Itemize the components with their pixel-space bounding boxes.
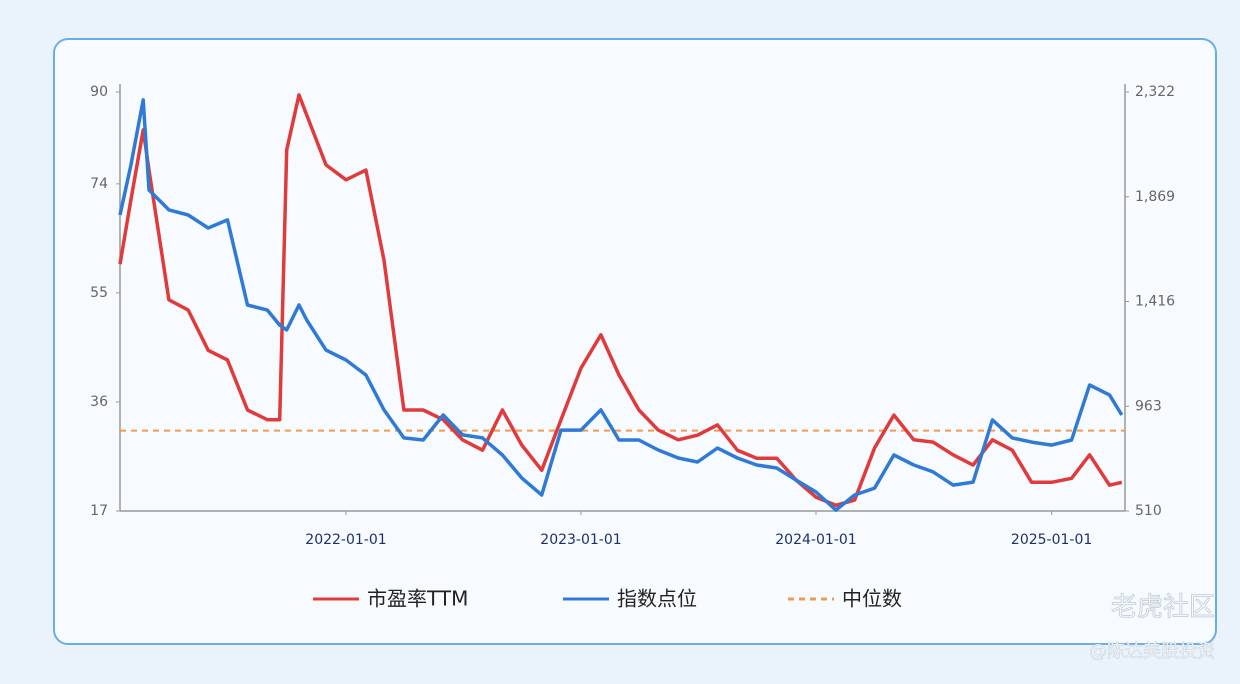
card	[53, 38, 1217, 645]
y2-tick-label: 2,322	[1135, 84, 1175, 100]
y2-tick-label: 1,416	[1135, 294, 1175, 310]
y-tick-label: 74	[90, 176, 108, 192]
series-line	[118, 93, 1123, 508]
watermark-author: @陈达美股投资	[1089, 641, 1215, 662]
y-tick-label: 17	[90, 503, 108, 519]
x-tick-label: 2024-01-01	[775, 532, 856, 548]
series-line	[118, 98, 1124, 512]
legend-label: 指数点位	[617, 587, 697, 611]
y2-tick-label: 1,869	[1135, 189, 1175, 205]
y2-tick-label: 510	[1135, 503, 1162, 519]
legend-label: 中位数	[842, 587, 902, 611]
y-tick-label: 36	[90, 394, 108, 410]
y-tick-label: 90	[90, 84, 108, 100]
x-tick-label: 2023-01-01	[540, 532, 621, 548]
y2-tick-label: 963	[1135, 398, 1162, 414]
legend-label: 市盈率TTM	[367, 587, 468, 611]
y-tick-label: 55	[90, 285, 108, 301]
x-tick-label: 2022-01-01	[305, 532, 386, 548]
x-tick-label: 2025-01-01	[1011, 532, 1092, 548]
watermark-brand: 老虎社区	[1111, 593, 1215, 623]
